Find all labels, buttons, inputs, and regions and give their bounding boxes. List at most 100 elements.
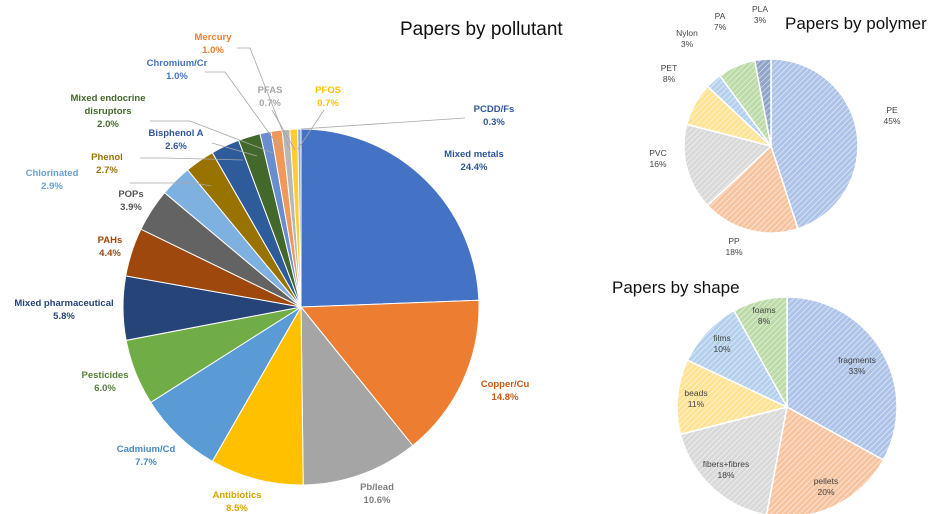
svg-text:PVC: PVC	[649, 148, 666, 158]
svg-text:fragments: fragments	[838, 355, 876, 365]
svg-text:6.0%: 6.0%	[94, 383, 116, 394]
polymer-slice-hatch-pp	[707, 146, 798, 233]
svg-text:45%: 45%	[883, 116, 900, 126]
svg-text:18%: 18%	[725, 247, 742, 257]
svg-text:Nylon: Nylon	[676, 28, 698, 38]
svg-text:8.5%: 8.5%	[226, 503, 248, 514]
svg-text:films: films	[713, 333, 730, 343]
slice-label-pahs: PAHs 4.4%	[98, 235, 123, 259]
svg-text:Bisphenol A: Bisphenol A	[148, 128, 203, 139]
slice-label-mixed-metals: Mixed metals 24.4%	[444, 149, 504, 173]
svg-text:0.7%: 0.7%	[317, 98, 339, 109]
shape-chart-title: Papers by shape	[612, 278, 740, 297]
svg-text:Mixed metals: Mixed metals	[444, 149, 504, 160]
svg-text:0.7%: 0.7%	[259, 98, 281, 109]
slice-label-pops: POPs 3.9%	[118, 189, 143, 213]
svg-text:Phenol: Phenol	[91, 152, 123, 163]
slice-label-mixed-pharmaceutical: Mixed pharmaceutical 5.8%	[14, 298, 113, 322]
svg-text:PAHs: PAHs	[98, 235, 123, 246]
pollutant-slice-antibiotics	[211, 305, 304, 486]
svg-text:Cadmium/Cd: Cadmium/Cd	[117, 444, 176, 455]
svg-text:10.6%: 10.6%	[364, 495, 391, 506]
svg-text:8%: 8%	[758, 316, 771, 326]
svg-text:10%: 10%	[713, 344, 730, 354]
pollutant-slice-copper-cu	[299, 299, 480, 447]
svg-text:3%: 3%	[681, 39, 694, 49]
svg-text:14.8%: 14.8%	[492, 392, 519, 403]
polymer-slice-hatch-pet	[686, 86, 771, 146]
polymer-slice-hatch-pla	[754, 59, 771, 146]
svg-text:Pesticides: Pesticides	[82, 370, 129, 381]
polymer-slice-hatch-pe	[771, 59, 858, 229]
svg-text:PE: PE	[886, 105, 898, 115]
shape-slice-hatch-beads	[677, 360, 787, 435]
svg-text:disruptors: disruptors	[85, 106, 132, 117]
svg-text:2.6%: 2.6%	[165, 141, 187, 152]
slice-label-chlorinated: Chlorinated 2.9%	[26, 168, 79, 192]
slice-label-pcdd-fs: PCDD/Fs 0.3%	[474, 104, 515, 128]
pollutant-slice-mixed-metals	[300, 128, 480, 308]
slice-label-pfas: PFAS 0.7%	[258, 85, 283, 109]
svg-text:Chlorinated: Chlorinated	[26, 168, 79, 179]
slice-label-mercury: Mercury 1.0%	[195, 32, 233, 56]
svg-text:0.3%: 0.3%	[483, 117, 505, 128]
svg-text:16%: 16%	[649, 159, 666, 169]
slice-label-mixed-endocrine-disruptors: Mixed endocrine disruptors 2.0%	[71, 93, 146, 130]
svg-text:pellets: pellets	[814, 476, 839, 486]
slice-label-copper: Copper/Cu 14.8%	[481, 379, 530, 403]
svg-text:5.8%: 5.8%	[53, 311, 75, 322]
svg-text:Chromium/Cr: Chromium/Cr	[147, 58, 208, 69]
svg-text:2.0%: 2.0%	[97, 119, 119, 130]
svg-text:fibers+fibres: fibers+fibres	[703, 459, 750, 469]
slice-label-pfos: PFOS 0.7%	[315, 85, 341, 109]
svg-text:8%: 8%	[663, 74, 676, 84]
slice-label-cadmium: Cadmium/Cd 7.7%	[117, 444, 176, 468]
svg-text:Mercury: Mercury	[195, 32, 233, 43]
svg-text:beads: beads	[684, 388, 707, 398]
shape-slice-hatch-fibers-fibres	[680, 407, 787, 514]
slice-label-chromium: Chromium/Cr 1.0%	[147, 58, 208, 82]
svg-text:1.0%: 1.0%	[166, 71, 188, 82]
svg-text:Copper/Cu: Copper/Cu	[481, 379, 530, 390]
svg-text:24.4%: 24.4%	[461, 162, 488, 173]
svg-text:PFOS: PFOS	[315, 85, 341, 96]
svg-text:Mixed pharmaceutical: Mixed pharmaceutical	[14, 298, 113, 309]
svg-text:2.7%: 2.7%	[96, 165, 118, 176]
svg-text:4.4%: 4.4%	[99, 248, 121, 259]
svg-text:2.9%: 2.9%	[41, 181, 63, 192]
svg-text:PET: PET	[661, 63, 678, 73]
pollutant-chart-title: Papers by pollutant	[400, 19, 563, 40]
svg-text:7%: 7%	[714, 22, 727, 32]
svg-text:Pb/lead: Pb/lead	[360, 482, 394, 493]
svg-text:33%: 33%	[848, 366, 865, 376]
slice-label-bisphenol-a: Bisphenol A 2.6%	[148, 128, 203, 152]
pollutant-slice-pb-lead	[300, 305, 414, 486]
shape-slice-hatch-foams	[734, 297, 787, 407]
pollutant-pie-labels: Mixed metals 24.4% Copper/Cu 14.8% Pb/lead…	[14, 32, 529, 514]
svg-text:foams: foams	[752, 305, 775, 315]
svg-text:3.9%: 3.9%	[120, 202, 142, 213]
svg-text:Antibiotics: Antibiotics	[212, 490, 261, 501]
svg-text:7.7%: 7.7%	[135, 457, 157, 468]
svg-text:PA: PA	[715, 11, 726, 21]
svg-text:PFAS: PFAS	[258, 85, 283, 96]
svg-text:PP: PP	[728, 236, 740, 246]
shape-slice-hatch-fragments	[787, 297, 897, 460]
svg-text:11%: 11%	[688, 399, 705, 409]
slice-label-antibiotics: Antibiotics 8.5%	[212, 490, 261, 514]
svg-text:PLA: PLA	[752, 4, 768, 14]
